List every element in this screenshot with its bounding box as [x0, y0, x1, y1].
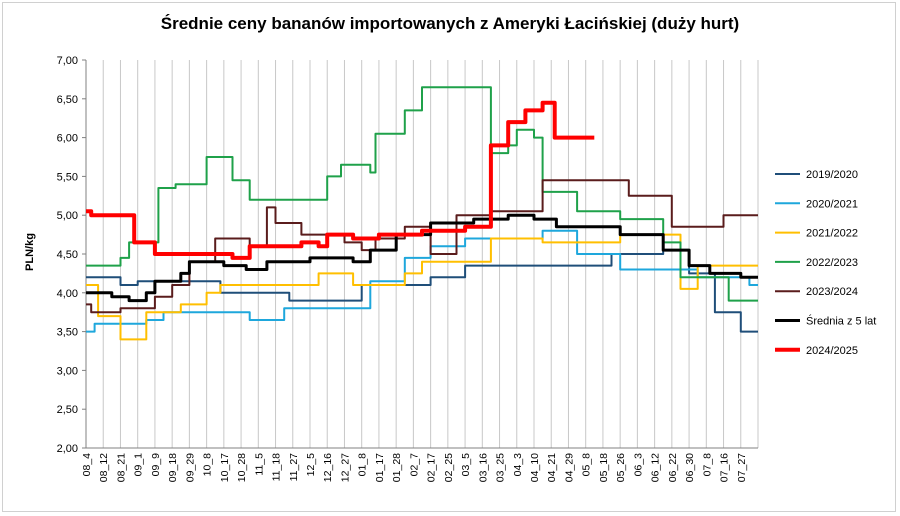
x-tick-label: 04_29: [563, 453, 575, 482]
x-tick-label: 01_28: [391, 453, 403, 482]
y-tick-label: 6,00: [57, 133, 78, 145]
x-tick-label: 09_29: [184, 453, 196, 482]
x-tick-label: 06_30: [684, 453, 696, 482]
x-axis: 08_4 08_12 08_21 09_1 09_9 09_18 09_29 10_8 10_1…: [81, 447, 758, 482]
y-tick-label: 4,00: [57, 288, 78, 300]
y-tick-label: 5,50: [57, 171, 78, 183]
x-tick-label: 03_25: [495, 453, 507, 482]
x-tick-label: 12_16: [322, 453, 334, 482]
series-line: [86, 179, 758, 314]
y-tick-label: 2,50: [57, 404, 78, 416]
x-tick-label: 08_4: [81, 453, 93, 477]
series-line: [86, 229, 758, 333]
series-line: [86, 100, 595, 260]
x-tick-label: 08_21: [115, 453, 127, 482]
y-tick-label: 5,00: [57, 210, 78, 222]
x-tick-label: 03_16: [477, 453, 489, 482]
x-tick-label: 02_7: [408, 453, 420, 477]
x-tick-label: 10_28: [236, 453, 248, 482]
legend-label: 2023/2024: [806, 286, 858, 298]
legend: 2019/2020 2020/2021 2021/2022 2022/2023 2023…: [775, 169, 876, 357]
x-tick-label: 08_12: [98, 453, 110, 482]
x-tick-label: 11_18: [271, 453, 283, 482]
legend-label: 2020/2021: [806, 198, 858, 210]
x-tick-label: 02_17: [426, 453, 438, 482]
x-tick-label: 10_8: [202, 453, 214, 477]
x-tick-label: 04_21: [546, 453, 558, 482]
y-tick-label: 2,00: [57, 443, 78, 455]
x-tick-label: 06_22: [667, 453, 679, 482]
legend-label: 2019/2020: [806, 169, 858, 181]
x-tick-label: 07_16: [719, 453, 731, 482]
chart-title: Średnie ceny bananów importowanych z Ame…: [160, 14, 740, 33]
y-tick-label: 7,00: [57, 55, 78, 67]
legend-label: 2021/2022: [806, 228, 858, 240]
x-tick-label: 11_5: [253, 453, 265, 476]
y-tick-label: 3,00: [57, 365, 78, 377]
y-axis-label: PLN/kg: [24, 233, 36, 271]
x-tick-label: 12_27: [339, 453, 351, 482]
y-tick-label: 3,50: [57, 327, 78, 339]
y-tick-label: 4,50: [57, 249, 78, 261]
legend-label: Średnia z 5 lat: [806, 315, 876, 328]
series-lines: [86, 86, 758, 341]
x-tick-label: 01_8: [357, 453, 369, 477]
x-tick-label: 01_17: [374, 453, 386, 482]
x-tick-label: 07_8: [701, 453, 713, 477]
legend-label: 2024/2025: [806, 345, 858, 357]
x-tick-label: 03_5: [460, 453, 472, 477]
x-tick-label: 09_1: [133, 453, 145, 477]
x-tick-label: 05_8: [581, 453, 593, 477]
x-tick-label: 06_3: [632, 453, 644, 477]
x-tick-label: 09_18: [167, 453, 179, 482]
legend-label: 2022/2023: [806, 257, 858, 269]
x-tick-label: 10_17: [219, 453, 231, 482]
x-tick-label: 11_27: [288, 453, 300, 482]
x-tick-label: 04_3: [512, 453, 524, 477]
y-tick-label: 6,50: [57, 94, 78, 106]
series-line: [86, 233, 758, 341]
y-axis: 2,00 2,50 3,00 3,50 4,00 4,50 5,00 5,50 6,00 6,50…: [57, 55, 87, 455]
series-line: [86, 86, 758, 302]
x-tick-label: 12_5: [305, 453, 317, 477]
x-tick-label: 07_27: [736, 453, 748, 482]
x-tick-label: 06_12: [650, 453, 662, 482]
x-tick-label: 05_18: [598, 453, 610, 482]
x-tick-label: 05_26: [615, 453, 627, 482]
series-line: [86, 213, 758, 303]
x-tick-label: 02_25: [443, 453, 455, 482]
x-tick-label: 04_10: [529, 453, 541, 482]
x-tick-label: 09_9: [150, 453, 162, 477]
